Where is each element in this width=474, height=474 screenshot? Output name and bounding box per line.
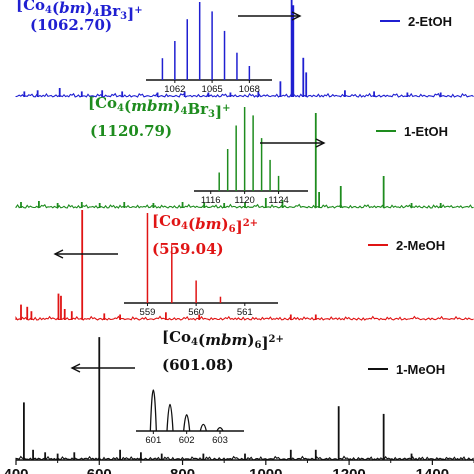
inset-tick-label: 603 (212, 435, 228, 446)
spectrum-traces (15, 0, 474, 461)
inset-1-EtOH: 1116 1120 1124 (194, 107, 308, 206)
inset-tick-label: 559 (140, 307, 156, 318)
formula-label: [Co4(mbm)6]2+ (162, 328, 284, 352)
inset-tick-label: 561 (237, 307, 253, 318)
inset-2-EtOH: 1062 1065 1068 (146, 2, 272, 95)
x-tick-label: 1200 (332, 466, 365, 474)
x-tick-label: 1000 (249, 466, 282, 474)
mass-label: (1120.79) (90, 122, 172, 140)
inset-1-MeOH: 601 602 603 (136, 389, 244, 446)
mass-label: (1062.70) (30, 16, 112, 34)
inset-peak (166, 404, 174, 432)
legend-label: 1-MeOH (396, 362, 445, 377)
inset-2-MeOH: 559 560 561 (124, 213, 278, 318)
x-tick-label: 600 (87, 466, 112, 474)
formula-label: [Co4(bm)6]2+ (152, 212, 258, 236)
inset-tick-label: 1120 (234, 195, 254, 206)
inset-peak (149, 389, 157, 432)
legend-label: 2-EtOH (408, 14, 452, 29)
legend-label: 2-MeOH (396, 238, 445, 253)
legend-1-MeOH: 1-MeOH (368, 362, 445, 377)
inset-tick-label: 1124 (268, 195, 288, 206)
label-2-EtOH: [Co4(bm)4Br3]+(1062.70) (16, 0, 302, 34)
inset-tick-label: 1062 (164, 84, 185, 95)
arrow-head (53, 249, 64, 259)
legend-2-EtOH: 2-EtOH (380, 14, 452, 29)
trace-2-EtOH (15, 0, 474, 98)
x-tick-label: 1400 (416, 466, 449, 474)
x-tick-label: 400 (3, 466, 28, 474)
inset-tick-label: 1065 (202, 84, 223, 95)
arrow-head (70, 363, 81, 373)
formula-label: [Co4(bm)4Br3]+ (16, 0, 143, 23)
legend-label: 1-EtOH (404, 124, 448, 139)
legend-2-MeOH: 2-MeOH (368, 238, 445, 253)
mass-label: (559.04) (152, 240, 224, 258)
mass-label: (601.08) (162, 356, 234, 374)
x-axis: 400 600 800 1000 1200 1400 (3, 459, 474, 474)
baseline-noise (15, 203, 474, 209)
formula-label: [Co4(mbm)4Br3]+ (88, 94, 231, 121)
arrow-head (291, 11, 302, 21)
trace-2-MeOH (15, 210, 474, 321)
trace-1-EtOH (15, 113, 474, 209)
inset-peak (199, 423, 207, 432)
inset-tick-label: 560 (188, 307, 204, 318)
inset-peak (216, 426, 224, 432)
inset-tick-label: 1068 (239, 84, 260, 95)
inset-tick-label: 601 (145, 435, 161, 446)
label-2-MeOH: [Co4(bm)6]2+ (559.04) (53, 212, 258, 259)
legend-entries: 2-EtOH 1-EtOH 2-MeOH 1-MeOH (368, 14, 452, 377)
baseline-noise (15, 92, 474, 98)
inset-tick-label: 1116 (201, 195, 221, 206)
label-1-EtOH: [Co4(mbm)4Br3]+(1120.79) (88, 94, 326, 148)
label-1-MeOH: [Co4(mbm)6]2+ (601.08) (70, 328, 284, 374)
x-tick-label: 800 (170, 466, 195, 474)
legend-1-EtOH: 1-EtOH (376, 124, 448, 139)
baseline-noise (15, 315, 474, 321)
peak-labels: [Co4(bm)4Br3]+(1062.70)[Co4(mbm)4Br3]+(1… (16, 0, 326, 374)
arrow-head (315, 138, 326, 148)
inset-peak (183, 414, 191, 432)
inset-tick-label: 602 (179, 435, 195, 446)
